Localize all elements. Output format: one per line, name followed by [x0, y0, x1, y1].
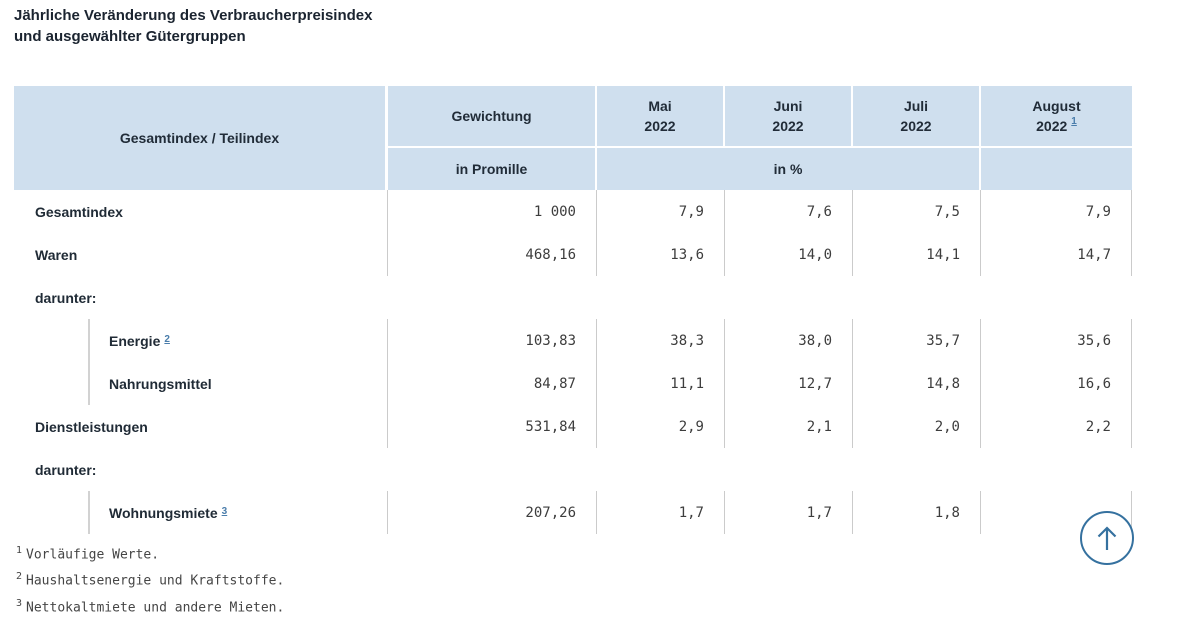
row-label: Waren — [35, 246, 78, 263]
footnote-3-text: Nettokaltmiete und andere Mieten. — [26, 599, 285, 615]
month-name: August — [1032, 98, 1081, 114]
value-cell-juli: 14,1 — [853, 233, 981, 276]
value-cell-august: 7,9 — [981, 190, 1132, 233]
value-cell-mai: 2,9 — [597, 405, 725, 448]
value-cell-august: 2,2 — [981, 405, 1132, 448]
footnote-2: 2 Haushaltsenergie und Kraftstoffe. — [16, 566, 284, 592]
value-cell-august: 35,6 — [981, 319, 1132, 362]
value-cell-gewichtung: 531,84 — [388, 405, 597, 448]
value-cell-gewichtung: 84,87 — [388, 362, 597, 405]
value-cell-juni: 14,0 — [725, 233, 853, 276]
footnote-1: 1 Vorläufige Werte. — [16, 540, 284, 566]
header-cell-juli: Juli 2022 — [853, 86, 981, 146]
value-cell-juli: 1,8 — [853, 491, 981, 534]
month-year: 2022 — [900, 118, 932, 134]
value-cell-gewichtung: 1 000 — [388, 190, 597, 233]
footnote-3: 3 Nettokaltmiete und andere Mieten. — [16, 593, 284, 619]
table-row-darunter-2: darunter: — [14, 448, 1132, 491]
value-cell-august: 14,7 — [981, 233, 1132, 276]
header-cell-august-unit — [981, 146, 1132, 190]
table-row-nahrungsmittel: Nahrungsmittel 84,87 11,1 12,7 14,8 16,6 — [14, 362, 1132, 405]
table-row-energie: Energie 2 103,83 38,3 38,0 35,7 35,6 — [14, 319, 1132, 362]
header-cell-juni: Juni 2022 — [725, 86, 853, 146]
row-label: Wohnungsmiete — [109, 504, 218, 521]
value-cell-juni: 7,6 — [725, 190, 853, 233]
indent-guide: Wohnungsmiete 3 — [88, 491, 227, 534]
header-cell-mai: Mai 2022 — [597, 86, 725, 146]
section-label: darunter: — [35, 461, 97, 478]
value-cell-gewichtung: 468,16 — [388, 233, 597, 276]
scroll-to-top-button[interactable] — [1079, 510, 1135, 566]
table-row-wohnungsmiete: Wohnungsmiete 3 207,26 1,7 1,7 1,8 — [14, 491, 1132, 534]
month-name: Juli — [903, 98, 929, 114]
header-cell-promille: in Promille — [388, 146, 597, 190]
value-cell-august: 16,6 — [981, 362, 1132, 405]
header-cell-august: August 2022 1 — [981, 86, 1132, 146]
header-cell-percent: in % — [597, 146, 981, 190]
value-cell-mai: 11,1 — [597, 362, 725, 405]
value-cell-gewichtung: 103,83 — [388, 319, 597, 362]
section-label-cell: darunter: — [14, 276, 388, 319]
footnote-3-marker: 3 — [16, 597, 23, 609]
indent-guide: Nahrungsmittel — [88, 362, 212, 405]
table-row-waren: Waren 468,16 13,6 14,0 14,1 14,7 — [14, 233, 1132, 276]
value-cell-mai: 38,3 — [597, 319, 725, 362]
footnote-2-text: Haushaltsenergie und Kraftstoffe. — [26, 573, 285, 589]
footnote-2-marker: 2 — [16, 571, 23, 583]
footnote-link-1[interactable]: 1 — [1071, 116, 1077, 128]
footnotes: 1 Vorläufige Werte. 2 Haushaltsenergie und… — [16, 540, 284, 619]
month-year: 2022 — [772, 118, 804, 134]
row-label-cell: Wohnungsmiete 3 — [14, 491, 388, 534]
footnote-1-marker: 1 — [16, 545, 23, 556]
table-header: Gesamtindex / Teilindex Gewichtung Mai 2… — [14, 86, 1132, 190]
month-year: 2022 — [644, 118, 676, 134]
value-cell-juni: 38,0 — [725, 319, 853, 362]
row-label: Nahrungsmittel — [109, 375, 212, 392]
up-arrow-icon — [1079, 511, 1135, 569]
value-cell-mai: 1,7 — [597, 491, 725, 534]
row-label-cell: Waren — [14, 233, 388, 276]
indent-guide: Energie 2 — [88, 319, 170, 362]
row-label: Gesamtindex — [35, 203, 123, 220]
value-cell-gewichtung: 207,26 — [388, 491, 597, 534]
page-title-line2: und ausgewählter Gütergruppen — [14, 28, 246, 45]
cpi-table: Gesamtindex / Teilindex Gewichtung Mai 2… — [14, 86, 1132, 534]
value-cell-juli: 14,8 — [853, 362, 981, 405]
month-name: Mai — [648, 98, 672, 114]
section-label: darunter: — [35, 289, 97, 306]
row-label-cell: Energie 2 — [14, 319, 388, 362]
footnote-1-text: Vorläufige Werte. — [26, 547, 160, 563]
month-name: Juni — [773, 98, 803, 114]
month-year: 2022 1 — [1036, 116, 1077, 134]
value-cell-juni: 12,7 — [725, 362, 853, 405]
table-row-darunter-1: darunter: — [14, 276, 1132, 319]
section-label-cell: darunter: — [14, 448, 388, 491]
value-cell-juli: 7,5 — [853, 190, 981, 233]
row-label-cell: Nahrungsmittel — [14, 362, 388, 405]
page-title: Jährliche Veränderung des Verbraucherpre… — [14, 5, 372, 47]
value-cell-mai: 7,9 — [597, 190, 725, 233]
row-label: Energie — [109, 332, 161, 349]
value-cell-juli: 35,7 — [853, 319, 981, 362]
row-label-cell: Gesamtindex — [14, 190, 388, 233]
header-cell-index: Gesamtindex / Teilindex — [14, 86, 388, 190]
table-row-dienstleistungen: Dienstleistungen 531,84 2,9 2,1 2,0 2,2 — [14, 405, 1132, 448]
value-cell-juli: 2,0 — [853, 405, 981, 448]
value-cell-mai: 13,6 — [597, 233, 725, 276]
table-row-gesamtindex: Gesamtindex 1 000 7,9 7,6 7,5 7,9 — [14, 190, 1132, 233]
value-cell-august — [981, 491, 1132, 534]
value-cell-juni: 2,1 — [725, 405, 853, 448]
row-label-cell: Dienstleistungen — [14, 405, 388, 448]
row-label: Dienstleistungen — [35, 418, 148, 435]
page-title-line1: Jährliche Veränderung des Verbraucherpre… — [14, 7, 373, 24]
header-cell-gewichtung: Gewichtung — [388, 86, 597, 146]
value-cell-juni: 1,7 — [725, 491, 853, 534]
